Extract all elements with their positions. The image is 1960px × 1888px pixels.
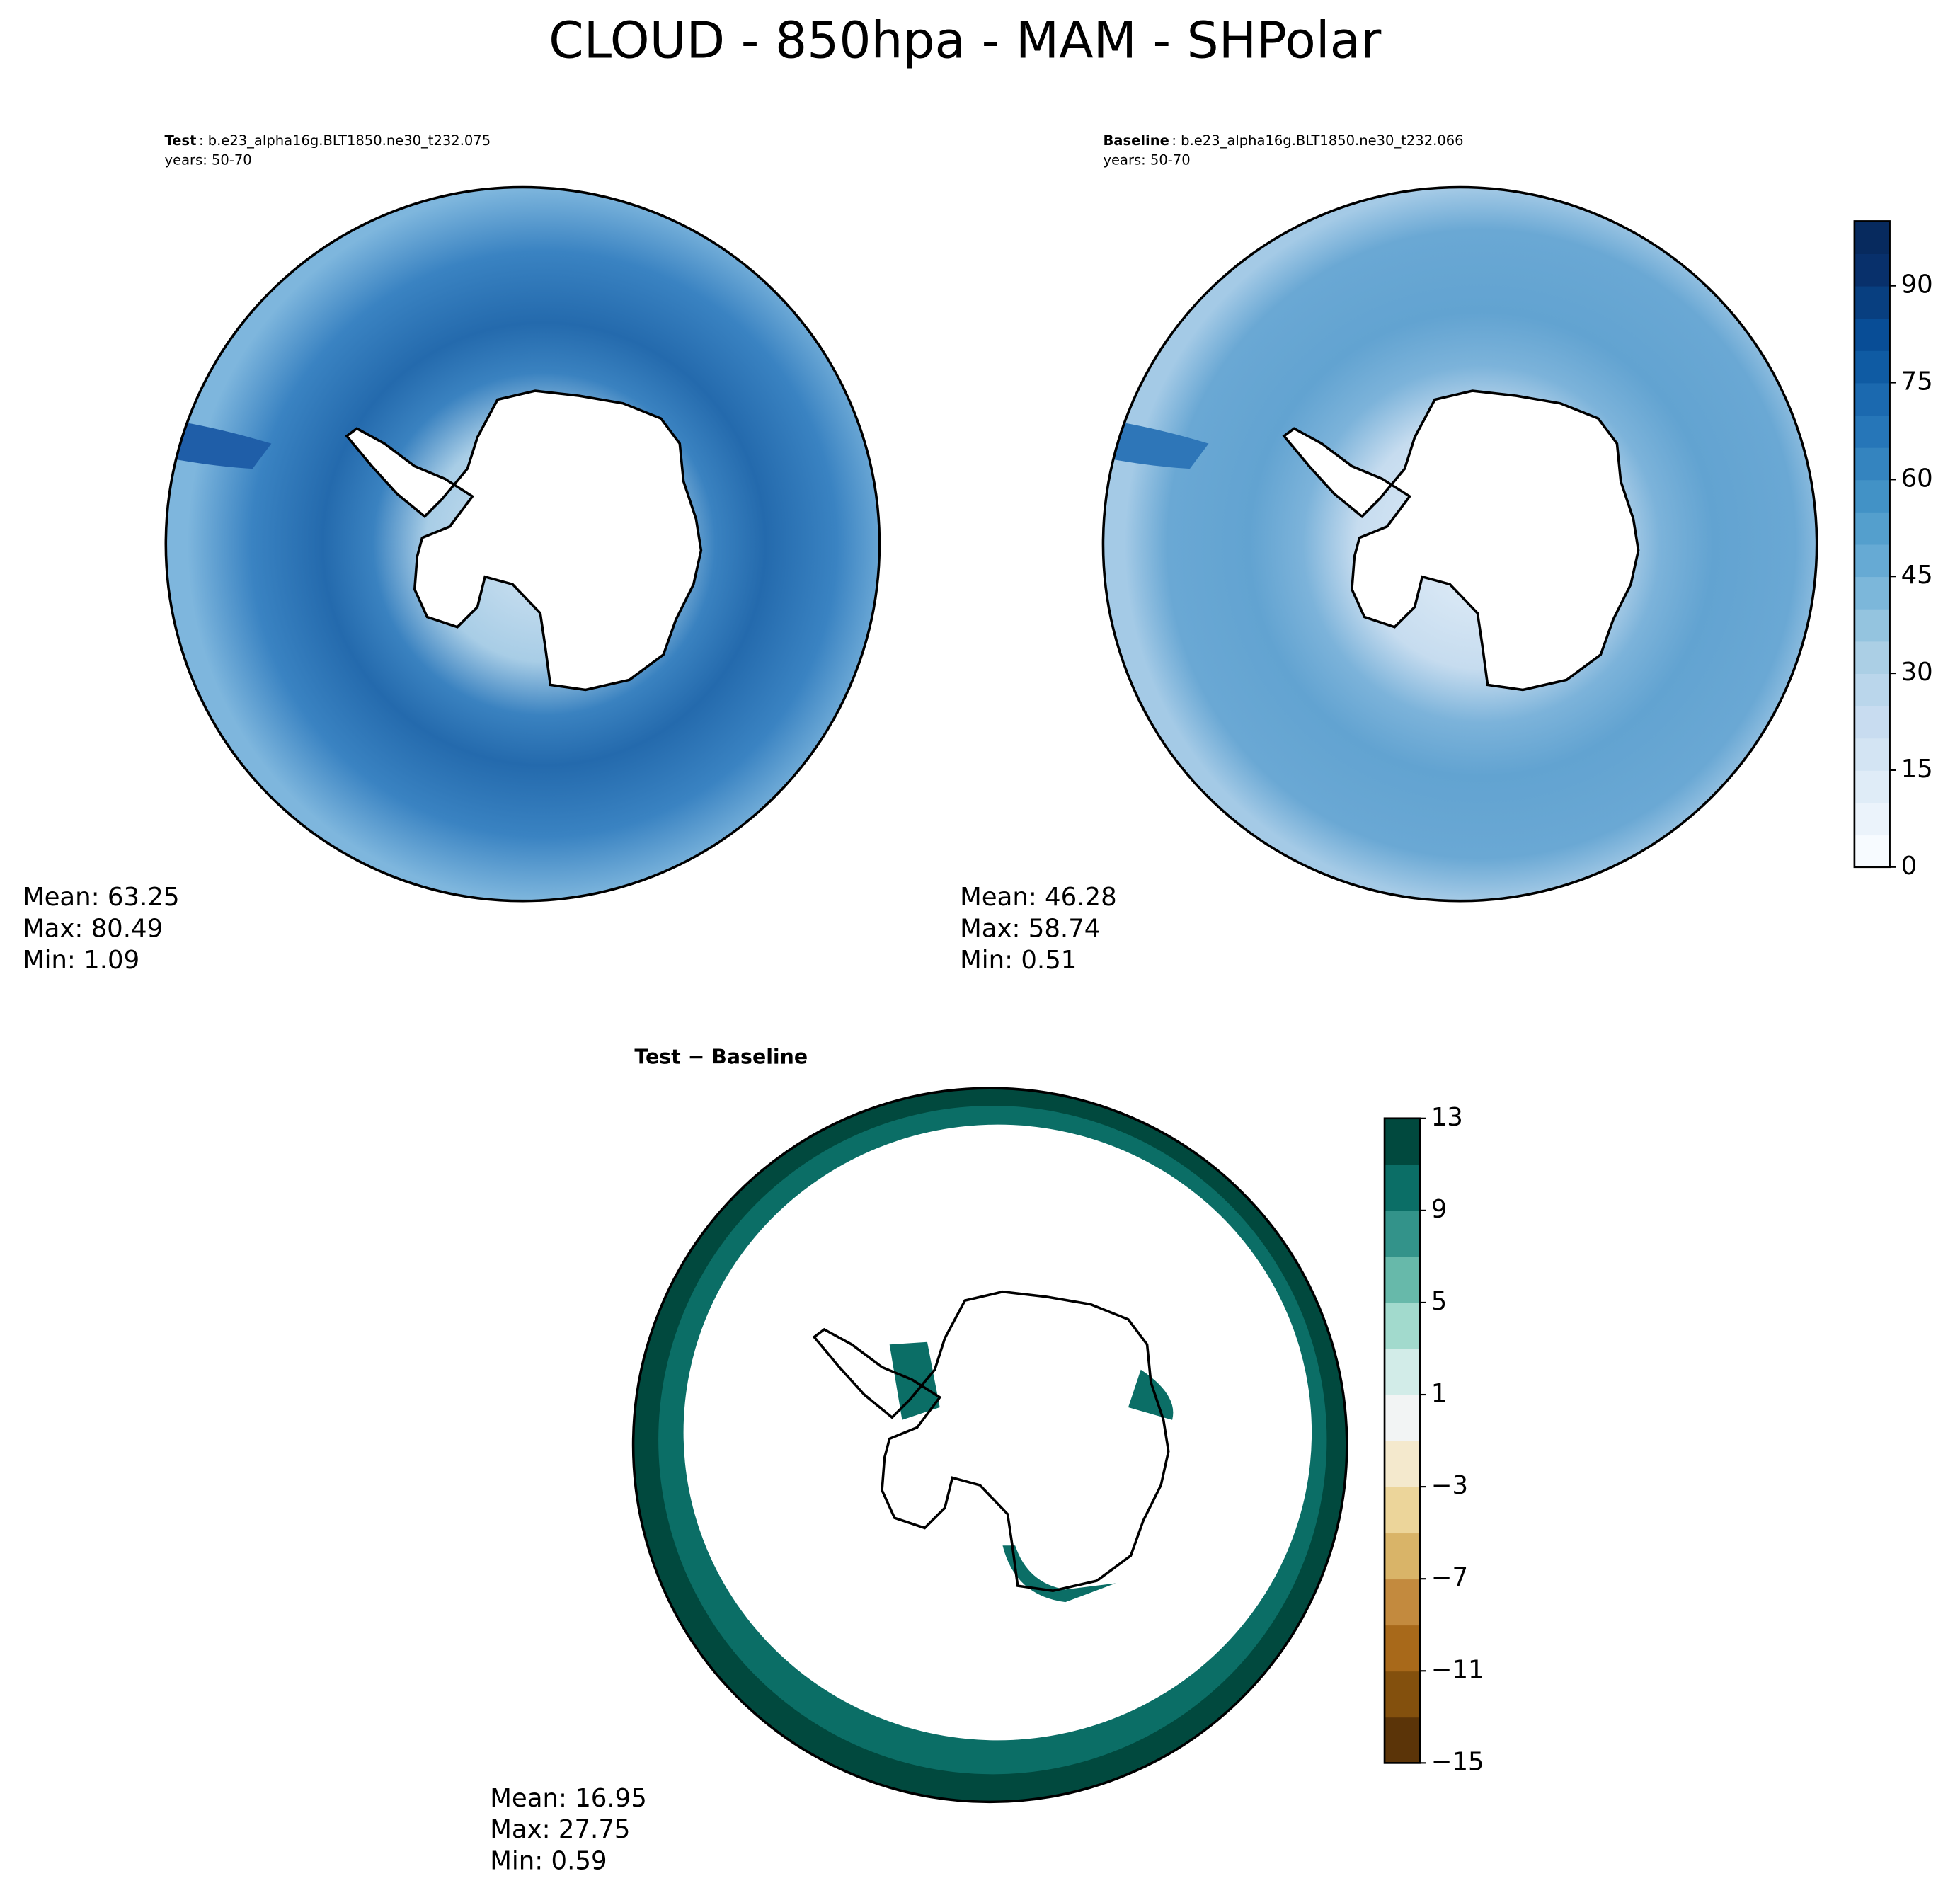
stat: Mean: 16.95 xyxy=(490,1784,647,1813)
colorbar-band xyxy=(1854,253,1890,287)
colorbar-band xyxy=(1854,835,1890,868)
colorbar-tick-label: 9 xyxy=(1431,1195,1448,1224)
colorbar-band xyxy=(1385,1625,1420,1672)
colorbar-band xyxy=(1854,511,1890,545)
colorbar-tick-label: 15 xyxy=(1901,755,1933,784)
panel: Test: b.e23_alpha16g.BLT1850.ne30_t232.0… xyxy=(23,132,881,975)
colorbar-band xyxy=(1385,1441,1420,1487)
stat: Min: 1.09 xyxy=(23,946,139,975)
colorbar-band xyxy=(1385,1579,1420,1626)
stat: Mean: 46.28 xyxy=(960,883,1117,912)
case-name: : b.e23_alpha16g.BLT1850.ne30_t232.075 xyxy=(199,132,491,148)
colorbar-band xyxy=(1385,1210,1420,1257)
colorbar-band xyxy=(1385,1348,1420,1395)
colorbar-tick-label: −11 xyxy=(1431,1655,1484,1684)
colorbar-band xyxy=(1385,1533,1420,1580)
panel: Test − Baseline Mean: 16.95 Max: 27.75 M… xyxy=(490,1046,1348,1876)
years: years: 50-70 xyxy=(1103,152,1190,168)
colorbar-frame xyxy=(1853,220,1891,869)
figure-title: CLOUD - 850hpa - MAM - SHPolar xyxy=(549,11,1382,70)
stat: Max: 27.75 xyxy=(490,1815,630,1844)
colorbar-tick-label: 45 xyxy=(1901,561,1933,590)
colorbar-band xyxy=(1854,285,1890,319)
colorbar-band xyxy=(1854,608,1890,642)
colorbar-band xyxy=(1854,382,1890,416)
panel-label: Test xyxy=(165,132,197,148)
years: years: 50-70 xyxy=(165,152,252,168)
colorbar-band xyxy=(1854,769,1890,803)
polar-map xyxy=(1101,185,1818,903)
colorbar-band xyxy=(1854,447,1890,481)
colorbar-band xyxy=(1854,738,1890,771)
panel-header: Test: b.e23_alpha16g.BLT1850.ne30_t232.0… xyxy=(165,132,491,148)
colorbar-band xyxy=(1385,1164,1420,1211)
panel-header: Baseline: b.e23_alpha16g.BLT1850.ne30_t2… xyxy=(1103,132,1463,148)
colorbar-band xyxy=(1854,221,1890,254)
colorbar-tick-label: −3 xyxy=(1431,1471,1468,1500)
colorbar-band xyxy=(1385,1671,1420,1718)
colorbar-band xyxy=(1385,1717,1420,1764)
colorbar-tick-label: −7 xyxy=(1431,1563,1468,1592)
colorbar-tick-label: 0 xyxy=(1901,852,1918,881)
colorbar-tick-label: 90 xyxy=(1901,270,1933,299)
stat: Max: 58.74 xyxy=(960,915,1100,944)
colorbar-band xyxy=(1854,802,1890,836)
colorbar-tick-label: 13 xyxy=(1431,1103,1463,1132)
colorbar-tick-label: 60 xyxy=(1901,464,1933,493)
colorbar-tick-label: 75 xyxy=(1901,367,1933,396)
colorbar-tick-label: 30 xyxy=(1901,658,1933,687)
panel-label: Test − Baseline xyxy=(634,1046,808,1069)
colorbar-band xyxy=(1854,479,1890,513)
colorbar-band xyxy=(1854,673,1890,706)
stat: Min: 0.59 xyxy=(490,1847,607,1876)
colorbar-tick-label: −15 xyxy=(1431,1747,1484,1776)
panel: Baseline: b.e23_alpha16g.BLT1850.ne30_t2… xyxy=(960,132,1818,975)
colorbar-tick-label: 5 xyxy=(1431,1287,1448,1316)
polar-map xyxy=(164,185,881,903)
colorbar-band xyxy=(1854,350,1890,384)
colorbar-band xyxy=(1385,1118,1420,1165)
colorbar-tick-label: 1 xyxy=(1431,1379,1448,1408)
colorbar-band xyxy=(1854,705,1890,739)
colorbar-band xyxy=(1385,1487,1420,1534)
colorbar-band xyxy=(1385,1256,1420,1303)
stat: Mean: 63.25 xyxy=(23,883,180,912)
colorbar-frame xyxy=(1383,1117,1421,1764)
case-name: : b.e23_alpha16g.BLT1850.ne30_t232.066 xyxy=(1171,132,1463,148)
colorbar-band xyxy=(1854,576,1890,610)
colorbar-band xyxy=(1385,1395,1420,1441)
colorbar-band xyxy=(1854,544,1890,578)
stat: Min: 0.51 xyxy=(960,946,1077,975)
colorbar-band xyxy=(1385,1302,1420,1349)
polar-map xyxy=(631,1087,1348,1804)
panel-label: Baseline xyxy=(1103,132,1169,148)
colorbar-band xyxy=(1854,318,1890,351)
colorbar-band xyxy=(1854,641,1890,674)
colorbar-band xyxy=(1854,415,1890,448)
stat: Max: 80.49 xyxy=(23,915,163,944)
